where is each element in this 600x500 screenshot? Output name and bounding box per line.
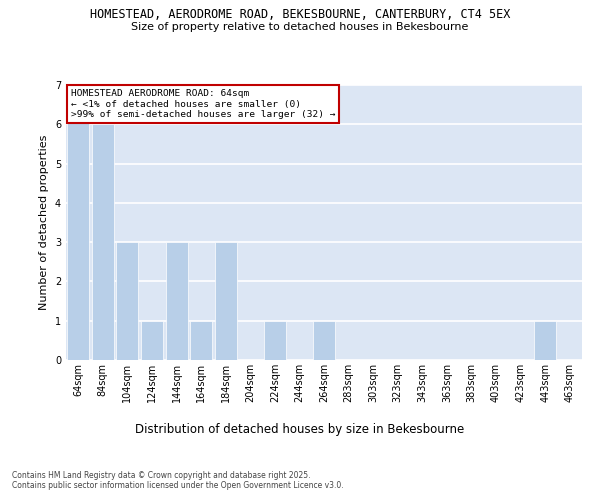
Bar: [67, 85, 89, 360]
Bar: [190, 320, 212, 360]
Text: Contains HM Land Registry data © Crown copyright and database right 2025.
Contai: Contains HM Land Registry data © Crown c…: [12, 470, 344, 490]
Bar: [534, 320, 556, 360]
Bar: [166, 242, 188, 360]
Text: HOMESTEAD AERODROME ROAD: 64sqm
← <1% of detached houses are smaller (0)
>99% of: HOMESTEAD AERODROME ROAD: 64sqm ← <1% of…: [71, 89, 335, 119]
Text: Distribution of detached houses by size in Bekesbourne: Distribution of detached houses by size …: [136, 422, 464, 436]
Text: HOMESTEAD, AERODROME ROAD, BEKESBOURNE, CANTERBURY, CT4 5EX: HOMESTEAD, AERODROME ROAD, BEKESBOURNE, …: [90, 8, 510, 20]
Bar: [264, 320, 286, 360]
Text: Size of property relative to detached houses in Bekesbourne: Size of property relative to detached ho…: [131, 22, 469, 32]
Bar: [141, 320, 163, 360]
Bar: [313, 320, 335, 360]
Bar: [215, 242, 237, 360]
Y-axis label: Number of detached properties: Number of detached properties: [40, 135, 49, 310]
Bar: [92, 124, 114, 360]
Bar: [116, 242, 139, 360]
